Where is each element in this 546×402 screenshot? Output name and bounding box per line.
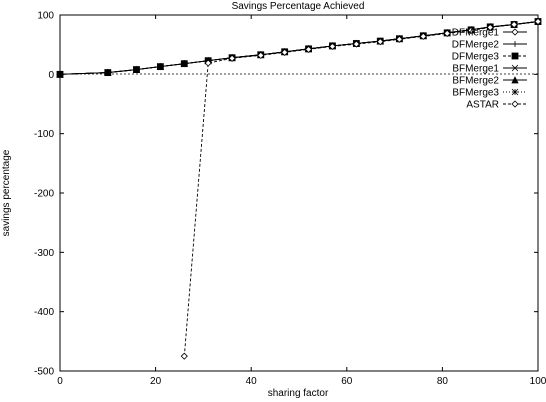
y-tick-label: 0 [48, 70, 54, 81]
x-tick-label: 80 [437, 376, 449, 387]
y-tick-label: -100 [34, 129, 54, 140]
series-astar [180, 17, 542, 360]
legend-item-dfmerge3: DFMerge3 [452, 52, 527, 63]
legend-label: ASTAR [466, 100, 499, 111]
data-point-astar [228, 54, 236, 62]
data-point-astar [534, 17, 542, 26]
series-line-bfmerge2 [59, 21, 539, 75]
legend-label: DFMerge2 [452, 40, 500, 51]
legend-item-astar: ASTAR [466, 100, 527, 111]
data-point-bfmerge3 [56, 71, 64, 78]
data-point-astar [395, 35, 403, 43]
legend-item-bfmerge3: BFMerge3 [452, 88, 527, 99]
legend-marker-bfmerge2 [511, 76, 519, 84]
x-tick-label: 60 [341, 376, 353, 387]
legend-item-dfmerge1: DFMerge1 [452, 28, 527, 39]
data-point-bfmerge3 [104, 69, 112, 76]
legend-item-bfmerge1: BFMerge1 [452, 64, 527, 75]
y-tick-label: -500 [34, 367, 54, 378]
legend-label: BFMerge2 [452, 76, 499, 87]
data-point-astar [419, 32, 427, 40]
data-point-bfmerge3 [180, 60, 188, 67]
data-point-astar [443, 29, 451, 37]
data-point-bfmerge3 [133, 66, 140, 73]
data-point-astar [304, 45, 313, 53]
data-point-astar [510, 20, 518, 29]
x-axis-ticks: 0 20 40 60 80 100 [57, 15, 546, 387]
legend-marker-bfmerge1 [511, 64, 519, 72]
data-point-astar [376, 38, 384, 46]
chart-title: Savings Percentage Achieved [232, 1, 365, 12]
legend-item-dfmerge2: DFMerge2 [452, 40, 527, 51]
y-tick-label: 100 [37, 11, 54, 22]
legend-marker-bfmerge3 [511, 88, 519, 96]
data-point-astar [486, 23, 494, 32]
data-point-astar [467, 26, 475, 34]
y-axis-label: savings percentage [1, 149, 12, 236]
legend-label: BFMerge3 [452, 88, 499, 99]
legend: DFMerge1DFMerge2DFMerge3BFMerge1BFMerge2… [452, 28, 527, 111]
y-axis-ticks: 100 0 -100 -200 -300 -400 -500 [34, 11, 538, 378]
y-tick-label: -400 [34, 307, 54, 318]
legend-marker-dfmerge2 [512, 41, 518, 47]
data-point-astar [352, 40, 360, 48]
data-point-astar [180, 352, 188, 360]
legend-label: BFMerge1 [452, 64, 499, 75]
legend-marker-dfmerge3 [511, 52, 519, 60]
data-point-astar [328, 42, 337, 51]
y-tick-label: -300 [34, 248, 54, 259]
legend-marker-astar [511, 100, 519, 108]
data-point-astar [204, 59, 212, 67]
legend-label: DFMerge1 [452, 28, 500, 39]
data-point-astar [257, 51, 265, 59]
data-point-astar [281, 48, 289, 56]
series-layer [56, 17, 542, 360]
legend-item-bfmerge2: BFMerge2 [452, 76, 527, 87]
data-point-bfmerge3 [157, 63, 164, 70]
legend-label: DFMerge3 [452, 52, 500, 63]
x-tick-label: 40 [246, 376, 258, 387]
x-tick-label: 0 [57, 376, 63, 387]
x-tick-label: 100 [530, 376, 546, 387]
legend-marker-dfmerge1 [511, 28, 519, 36]
series-line-astar [183, 21, 539, 357]
y-tick-label: -200 [34, 189, 54, 200]
x-axis-label: sharing factor [268, 388, 329, 399]
x-tick-label: 20 [150, 376, 162, 387]
